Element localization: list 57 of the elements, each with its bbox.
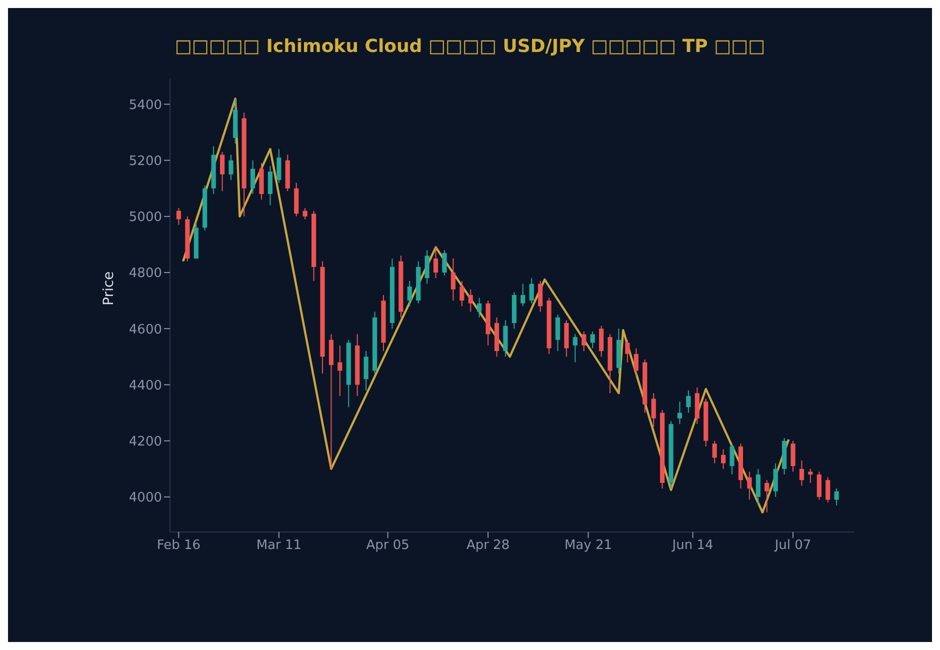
candlestick [686,390,691,414]
candlestick [747,471,752,500]
x-tick-label: Mar 11 [256,538,302,554]
candlestick [816,471,822,500]
candlestick [634,348,638,377]
candlestick [538,280,543,312]
candlestick [250,160,256,195]
candlestick [477,297,482,318]
y-tick-label: 5400 [128,98,162,113]
x-tick-label: May 21 [564,538,612,554]
candlestick [407,280,412,307]
candlestick [764,480,770,513]
candlestick [582,330,586,352]
candlestick [529,278,534,304]
candlestick [790,440,796,472]
candlestick [468,288,473,312]
candlestick [808,468,813,484]
x-tick-label: Jul 07 [774,538,812,554]
x-tick-label: Apr 28 [466,538,510,554]
y-tick-label: 4000 [128,490,162,506]
chart-title: □□□□□ Ichimoku Cloud □□□□ USD/JPY □□□□□ TP □□□ [174,35,766,59]
x-tick-label: Apr 05 [366,538,410,554]
y-tick-label: 4800 [128,266,162,282]
candlestick [302,208,308,220]
candlestick [268,165,273,206]
y-tick-label: 4600 [128,322,162,338]
candlestick [625,339,630,363]
candlestick [338,344,342,396]
candlestick [555,314,560,352]
y-tick-label: 5000 [128,210,162,226]
candlestick [460,280,464,307]
candlestick [826,476,830,504]
candlestick [712,440,717,464]
candlestick [651,392,656,428]
candlestick [834,488,839,506]
candlestick [590,330,595,349]
candlestick [572,334,578,363]
candlestick [756,468,760,506]
x-tick-label: Jun 14 [671,538,714,554]
candlestick [773,462,778,498]
candlestick [730,443,734,475]
y-tick-label: 4400 [128,378,162,394]
candlestick [599,325,604,358]
y-tick-label: 4200 [128,434,162,450]
candlestick [364,350,368,391]
candlestick [799,460,804,486]
y-axis-title: Price [100,271,117,306]
candlestick [677,401,682,425]
candlestick [276,148,282,184]
x-tick-label: Feb 16 [156,538,201,554]
candlestick [442,250,447,276]
candlestick [520,283,526,307]
candlestick [450,258,456,302]
y-tick-label: 5200 [128,154,162,169]
candlestick [721,448,726,470]
candlestick [433,246,438,279]
candlestick [424,250,430,284]
